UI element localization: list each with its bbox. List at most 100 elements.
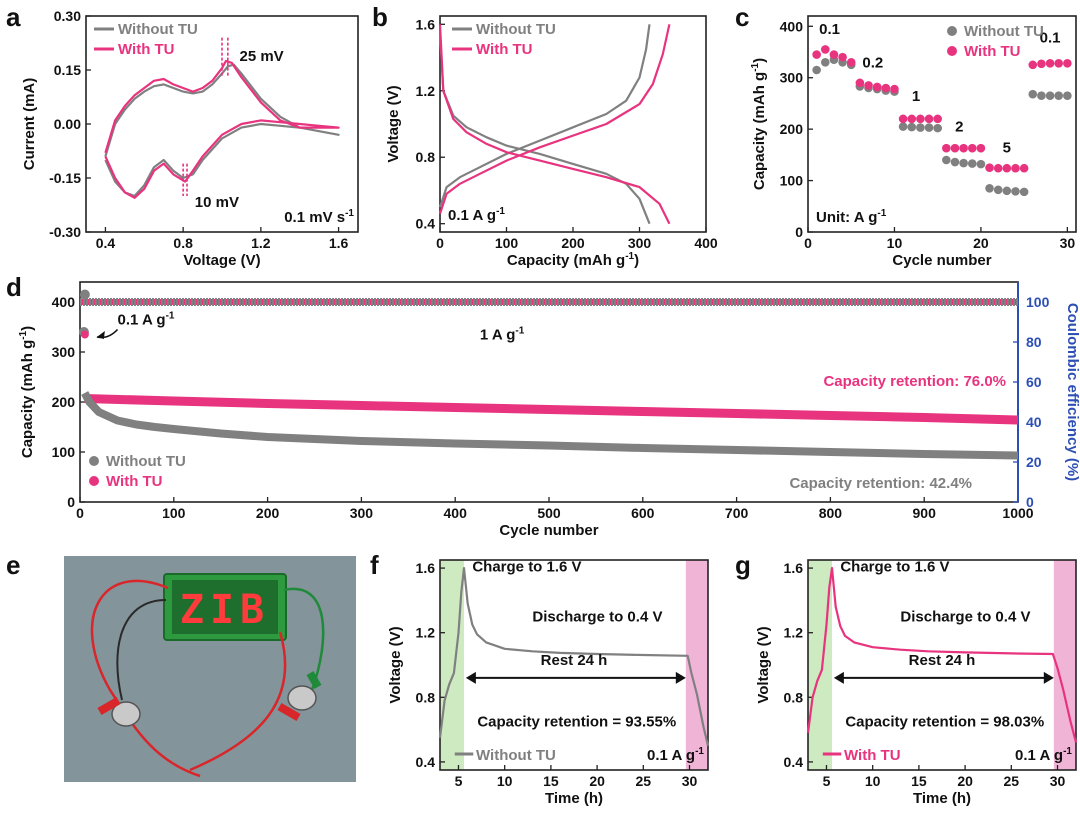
coin-cell-left xyxy=(111,701,141,727)
chart-a-cv: 0.4 0.8 1.2 1.6 -0.30 -0.15 0.00 0.15 0.30 Voltag… xyxy=(21,8,359,269)
c-xtick-label: 20 xyxy=(973,235,989,251)
c-ytick-label: 100 xyxy=(780,173,804,189)
a-xtick-label: 1.2 xyxy=(251,235,271,251)
g-annotation-charge: Charge to 1.6 V xyxy=(840,558,949,575)
b-curve-3 xyxy=(438,24,671,225)
c-legend-marker xyxy=(947,46,957,56)
d-ytick-right-label: 0 xyxy=(1026,494,1034,510)
d-ytick-label: 300 xyxy=(52,344,76,360)
g-xtick-label: 30 xyxy=(1050,773,1066,789)
d-xtick-label: 400 xyxy=(444,505,468,521)
b-ytick-label: 1.6 xyxy=(416,16,436,32)
c-point-without xyxy=(933,123,942,133)
c-xtick-label: 0 xyxy=(804,235,812,251)
c-point-with xyxy=(812,50,821,59)
c-point-without xyxy=(967,159,977,168)
c-rate-label: 5 xyxy=(1003,139,1011,156)
c-point-with xyxy=(872,82,882,92)
c-ytick-label: 300 xyxy=(780,70,804,86)
f-ytick-label: 0.4 xyxy=(416,754,436,770)
c-point-without xyxy=(1054,91,1064,101)
d-ytick-label: 100 xyxy=(52,444,76,460)
c-point-with xyxy=(820,45,830,54)
a-cv-curve-with xyxy=(104,59,340,199)
d-xtick-label: 300 xyxy=(350,505,374,521)
c-point-with xyxy=(829,50,839,59)
f-voltage-curve xyxy=(438,566,710,747)
f-annotation-discharge: Discharge to 0.4 V xyxy=(532,608,662,625)
c-point-with xyxy=(890,84,899,94)
c-point-with xyxy=(959,143,968,153)
d-annotation-high-rate: 1 A g-1 xyxy=(480,326,525,344)
a-legend-label: Without TU xyxy=(118,21,198,38)
d-ylabel-right: Coulombic efficiency (%) xyxy=(1064,303,1080,481)
panel-label-e: e xyxy=(6,550,20,580)
panel-label-d: d xyxy=(6,272,22,302)
a-annotation-10mv: 10 mV xyxy=(195,194,239,211)
c-point-with xyxy=(881,83,891,93)
c-point-without xyxy=(924,123,934,132)
d-capacity-with xyxy=(84,394,1019,425)
a-xlabel: Voltage (V) xyxy=(183,252,260,269)
g-annotation-rest: Rest 24 h xyxy=(909,652,976,669)
c-point-with xyxy=(993,163,1003,173)
d-annotation-retention-with: Capacity retention: 76.0% xyxy=(823,373,1006,390)
wire-black xyxy=(116,599,167,701)
d-xtick-label: 200 xyxy=(256,505,280,521)
c-ytick-label: 400 xyxy=(780,18,804,34)
g-xtick-label: 10 xyxy=(865,773,881,789)
c-point-without xyxy=(907,122,917,132)
clip-green xyxy=(306,671,322,689)
c-point-without xyxy=(1002,186,1012,196)
photo-led-demo: ZIB xyxy=(64,556,356,782)
f-rest-arrow-head xyxy=(465,671,476,684)
a-xtick-label: 0.4 xyxy=(96,235,116,251)
b-annotation-rate: 0.1 A g-1 xyxy=(448,206,505,224)
chart-g-selfdischarge: 5 10 15 20 25 30 0.4 0.8 1.2 1.6 Time (h) Voltage (… xyxy=(755,558,1078,807)
g-xtick-label: 25 xyxy=(1004,773,1020,789)
c-point-without xyxy=(1045,91,1055,101)
d-xtick-label: 0 xyxy=(76,505,84,521)
d-arrow-head xyxy=(96,331,105,339)
b-ytick-label: 1.2 xyxy=(416,83,436,99)
c-point-without xyxy=(1011,187,1020,196)
c-legend-label: Without TU xyxy=(964,23,1044,40)
f-ylabel: Voltage (V) xyxy=(387,626,404,703)
c-ytick-label: 200 xyxy=(780,121,804,137)
c-point-with xyxy=(864,81,873,90)
c-point-without xyxy=(942,155,951,165)
g-xtick-label: 15 xyxy=(911,773,927,789)
b-curve-2 xyxy=(438,24,671,215)
c-point-with xyxy=(950,143,960,153)
f-xlabel: Time (h) xyxy=(545,790,603,807)
panel-label-c: c xyxy=(735,2,749,32)
c-point-with xyxy=(1054,59,1064,68)
f-xtick-label: 25 xyxy=(636,773,652,789)
d-ytick-right-label: 40 xyxy=(1026,414,1042,430)
d-xlabel: Cycle number xyxy=(499,522,598,539)
f-legend-label: Without TU xyxy=(476,747,556,764)
c-point-with xyxy=(976,143,986,153)
f-rest-arrow-head xyxy=(675,671,686,684)
d-ylabel: Capacity (mAh g-1) xyxy=(18,326,36,458)
coin-cell-right xyxy=(287,685,317,711)
g-ylabel: Voltage (V) xyxy=(755,626,772,703)
c-xtick-label: 30 xyxy=(1060,235,1076,251)
g-ytick-label: 1.2 xyxy=(784,625,804,641)
b-xtick-label: 100 xyxy=(495,235,519,251)
f-xtick-label: 5 xyxy=(455,773,463,789)
a-xtick-label: 1.6 xyxy=(329,235,349,251)
f-ytick-label: 1.6 xyxy=(416,560,436,576)
c-point-with xyxy=(924,114,934,124)
c-point-with xyxy=(967,143,977,153)
c-point-with xyxy=(1019,163,1029,173)
wire-red-left xyxy=(90,579,201,778)
d-legend-label: With TU xyxy=(106,473,163,490)
a-xtick-label: 0.8 xyxy=(173,235,193,251)
a-annotation-scanrate: 0.1 mV s-1 xyxy=(284,208,354,226)
f-annotation-rate: 0.1 A g-1 xyxy=(647,746,704,764)
d-ytick-right-label: 100 xyxy=(1026,294,1050,310)
c-rate-label: 0.1 xyxy=(819,21,840,38)
d-ytick-right-label: 80 xyxy=(1026,334,1042,350)
